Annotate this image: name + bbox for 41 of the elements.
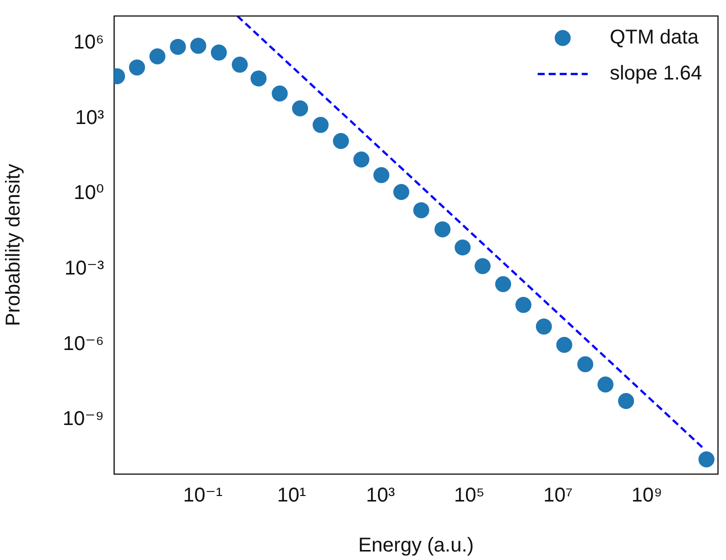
point [332,132,349,149]
point [618,393,634,410]
point [190,38,206,54]
point [232,56,248,73]
point [474,258,491,274]
x-tick-label: 10⁵ [454,484,485,507]
point [353,152,370,168]
y-tick-label: 10⁻⁶ [62,332,104,355]
point [556,336,572,353]
point [312,116,329,133]
y-tick-label: 10⁰ [74,182,104,204]
legend-label: slope 1.64 [610,62,702,85]
point [393,184,410,200]
point [170,38,186,55]
y-tick-label: 10⁶ [74,32,104,54]
point [536,318,552,335]
y-tick-label: 10⁻⁹ [62,408,104,430]
y-axis-title: Probability density [2,164,25,326]
point [495,276,512,292]
point [373,167,390,184]
point [292,100,308,116]
point [454,239,471,256]
point [597,376,614,393]
x-tick-label: 10³ [366,484,396,507]
x-tick-label: 10⁻¹ [183,484,223,507]
x-axis-title: Energy (a.u.) [358,534,474,557]
y-tick-label: 10⁻³ [64,258,104,280]
point [210,44,227,61]
point [413,202,430,218]
point [129,59,146,76]
point [250,70,267,86]
point [434,221,451,238]
x-tick-label: 10⁷ [543,484,573,507]
legend-label: QTM data [610,26,700,49]
x-tick-label: 10⁹ [631,484,662,507]
y-tick-label: 10³ [75,106,104,129]
point [577,356,594,372]
point [272,86,288,102]
point [149,48,166,64]
x-tick-label: 10¹ [277,484,306,507]
point [515,296,532,313]
